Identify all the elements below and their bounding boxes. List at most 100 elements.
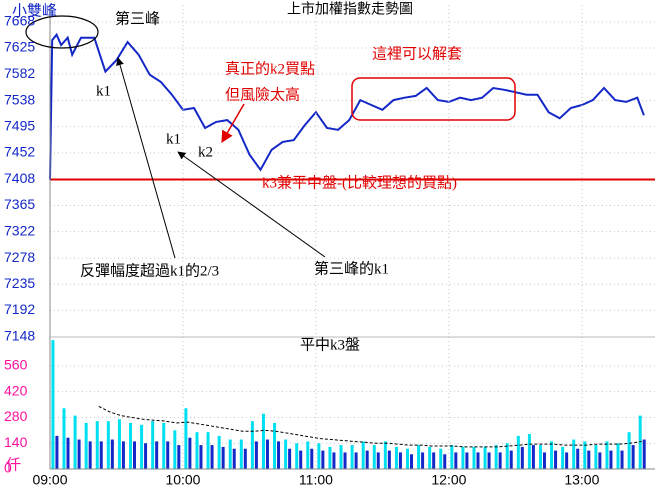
bar: [576, 448, 580, 469]
bar: [642, 439, 646, 469]
bar: [394, 446, 398, 469]
line: [49, 32, 645, 180]
bar: [594, 445, 598, 469]
bar: [117, 419, 121, 469]
annotation: 反彈幅度超過k1的2/3: [80, 262, 219, 279]
bar: [188, 437, 192, 469]
bar: [239, 439, 243, 469]
bar: [84, 422, 88, 469]
bar: [55, 435, 59, 469]
bar: [421, 452, 425, 469]
highlight-box: [351, 77, 516, 121]
bar: [428, 446, 432, 469]
bar: [538, 445, 542, 469]
bar: [295, 443, 299, 469]
bar: [365, 450, 369, 469]
annotation: k2: [198, 144, 213, 160]
bar: [450, 445, 454, 469]
bar: [550, 441, 554, 469]
bar: [339, 445, 343, 469]
bar: [310, 448, 314, 469]
bar: [99, 441, 103, 469]
bar: [284, 439, 288, 469]
annotation: 這裡可以解套: [372, 45, 462, 62]
annotation: 真正的k2買點: [225, 59, 315, 77]
bar: [166, 441, 170, 469]
bar: [210, 445, 214, 469]
bar: [587, 450, 591, 469]
bar: [565, 452, 569, 469]
y-tick-label: 7192: [4, 301, 35, 317]
bar: [265, 439, 269, 469]
bar: [299, 450, 303, 469]
bar: [350, 445, 354, 469]
bar: [483, 446, 487, 469]
bar: [638, 415, 642, 469]
bar: [417, 445, 421, 469]
bar: [561, 446, 565, 469]
bar: [232, 448, 236, 469]
y-tick-label: 7235: [4, 275, 35, 291]
bar: [132, 441, 136, 469]
bar: [398, 452, 402, 469]
y-tick-label: 7668: [4, 13, 35, 29]
bar: [321, 450, 325, 469]
bar: [509, 450, 513, 469]
y-tick-label: 7625: [4, 39, 35, 55]
bar: [288, 448, 292, 469]
bar: [195, 432, 199, 469]
bar: [631, 445, 635, 469]
bar: [51, 340, 55, 469]
bar: [406, 448, 410, 469]
x-tick-label: 09:00: [32, 472, 67, 488]
bar: [77, 439, 81, 469]
y-tick-label: 7408: [4, 170, 35, 186]
bar: [128, 422, 132, 469]
arrow: [116, 57, 176, 259]
bar: [261, 413, 265, 469]
bar: [95, 421, 99, 469]
bar: [476, 452, 480, 469]
unit-label: 仟: [6, 456, 21, 473]
chart-title: 上市加權指數走勢圖: [287, 1, 413, 17]
bar: [173, 430, 177, 469]
bar: [516, 435, 520, 469]
y-tick-label: 7365: [4, 196, 35, 212]
x-tick-label: 11:00: [299, 472, 333, 488]
bar: [317, 443, 321, 469]
bar: [487, 452, 491, 469]
y-tick-label: 420: [4, 382, 28, 398]
bar: [140, 424, 144, 469]
bar: [121, 441, 125, 469]
bar: [583, 441, 587, 469]
bar: [598, 452, 602, 469]
bar: [410, 454, 414, 469]
annotation: k1: [166, 131, 181, 147]
bar: [199, 445, 203, 469]
annotation: 第三峰的k1: [314, 259, 389, 277]
bar: [361, 441, 365, 469]
bar: [376, 452, 380, 469]
y-tick-label: 7322: [4, 222, 35, 238]
bar: [498, 452, 502, 469]
bar: [572, 439, 576, 469]
bar: [531, 445, 535, 469]
y-tick-label: 140: [4, 434, 28, 450]
bar: [454, 452, 458, 469]
y-tick-label: 7148: [4, 328, 35, 344]
line: [98, 405, 642, 448]
bar: [620, 450, 624, 469]
annotation: 平中k3盤: [300, 336, 360, 353]
bar: [110, 439, 114, 469]
bar: [254, 441, 258, 469]
bar: [372, 445, 376, 469]
bar: [184, 408, 188, 469]
y-tick-label: 7278: [4, 249, 35, 265]
bar: [527, 434, 531, 469]
bar: [465, 452, 469, 469]
bar: [228, 439, 232, 469]
annotation: k3兼平中盤-(比較理想的買點): [262, 173, 457, 191]
bar: [250, 421, 254, 469]
bar: [177, 445, 181, 469]
arrow: [177, 151, 326, 258]
